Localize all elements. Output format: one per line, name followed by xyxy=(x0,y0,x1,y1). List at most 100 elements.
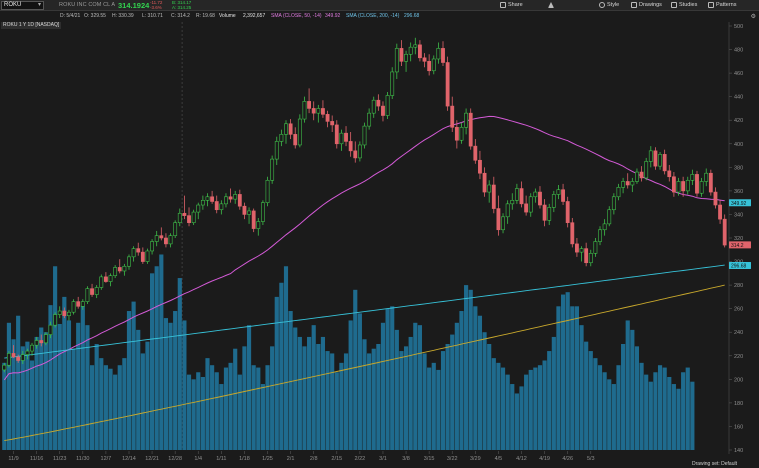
candle-body xyxy=(127,256,131,267)
volume-bar xyxy=(625,320,630,450)
volume-bar xyxy=(186,374,192,450)
chevron-down-icon: ▾ xyxy=(37,2,41,8)
patterns-label: Patterns xyxy=(716,2,737,8)
volume-bar xyxy=(496,362,501,450)
candle-body xyxy=(630,181,635,186)
share-button[interactable]: Share xyxy=(500,2,523,8)
volume-bar xyxy=(644,374,649,450)
drawings-button[interactable]: Drawings xyxy=(631,2,662,8)
symbol-selector[interactable]: ROKU ▾ xyxy=(1,1,44,10)
candle-body xyxy=(247,210,251,215)
volume-bar xyxy=(325,351,330,450)
candle-body xyxy=(708,172,713,193)
volume-bar xyxy=(196,372,201,450)
volume-bar xyxy=(657,365,663,450)
candle-body xyxy=(80,301,85,307)
chart-settings-icon[interactable]: ⚙ xyxy=(750,14,756,20)
bar-open: O: 329.55 xyxy=(84,13,106,19)
flask-button[interactable] xyxy=(548,2,554,8)
candle-body xyxy=(94,287,99,295)
candle-body xyxy=(722,218,727,246)
volume-bar xyxy=(131,301,136,450)
candle-body xyxy=(168,235,173,245)
candle-body xyxy=(224,196,228,205)
drawing-set-label[interactable]: Drawing set: Default xyxy=(691,461,737,467)
volume-bar xyxy=(408,336,413,450)
volume-bar xyxy=(371,348,376,450)
candle-body xyxy=(362,125,367,146)
candle-body xyxy=(270,158,275,181)
candle-body xyxy=(454,126,459,141)
candle-body xyxy=(491,184,496,209)
volume-bar xyxy=(136,329,141,450)
candle-body xyxy=(242,205,247,215)
candle-body xyxy=(487,184,492,193)
x-tick-label: 1/25 xyxy=(262,456,273,462)
candle-body xyxy=(376,99,381,107)
volume-bar xyxy=(403,346,409,450)
candle-body xyxy=(445,62,450,107)
volume-bar xyxy=(422,353,427,450)
volume-bar xyxy=(413,322,418,450)
style-label: Style xyxy=(607,2,620,8)
volume-bar xyxy=(607,379,612,450)
volume-bar xyxy=(574,306,579,450)
volume-bar xyxy=(62,296,67,450)
volume-bar xyxy=(260,384,265,450)
volume-bar xyxy=(667,376,672,450)
x-tick-label: 12/21 xyxy=(145,456,159,462)
y-tick-label: 400 xyxy=(734,142,743,148)
candle-body xyxy=(662,154,667,172)
price-change: -11.72 -3.6% xyxy=(150,0,162,10)
volume-bar xyxy=(251,365,256,450)
volume-bar xyxy=(34,336,39,450)
candle-body xyxy=(177,212,182,223)
candle-body xyxy=(413,44,418,48)
patterns-button[interactable]: Patterns xyxy=(708,2,736,8)
volume-bar xyxy=(80,306,85,450)
y-tick-label: 140 xyxy=(734,448,743,454)
volume-bar xyxy=(256,367,261,450)
candle-body xyxy=(99,276,104,288)
volume-bar xyxy=(454,322,459,450)
candle-body xyxy=(237,194,242,207)
toolbar: ROKU ▾ ROKU INC COM CL A 314.1924 -11.72… xyxy=(0,0,759,11)
candle-body xyxy=(122,265,127,272)
volume-bar xyxy=(122,358,127,450)
candle-body xyxy=(140,251,145,262)
candle-body xyxy=(11,353,16,358)
price-chart[interactable]: 1401601802002202402602803003203403603804… xyxy=(0,22,759,468)
studies-button[interactable]: Studies xyxy=(671,2,697,8)
candle-body xyxy=(353,150,358,159)
candle-body xyxy=(164,237,168,245)
candle-body xyxy=(279,134,284,142)
candle-body xyxy=(57,310,62,315)
volume-bar xyxy=(246,325,252,450)
volume-bar xyxy=(630,329,635,450)
candle-body xyxy=(219,203,224,211)
candle-body xyxy=(464,112,469,128)
candle-body xyxy=(505,203,510,218)
style-button[interactable]: Style xyxy=(599,2,619,8)
volume-bar xyxy=(570,306,575,450)
candle-body xyxy=(565,201,570,223)
x-tick-label: 3/8 xyxy=(402,456,410,462)
volume-bar xyxy=(399,351,404,450)
candle-body xyxy=(348,141,353,152)
candle-body xyxy=(339,132,344,145)
candle-body xyxy=(441,48,445,63)
candle-body xyxy=(422,57,427,62)
candle-body xyxy=(538,191,542,206)
volume-bar xyxy=(431,362,436,450)
candle-body xyxy=(690,174,695,181)
candle-body xyxy=(233,194,238,200)
candle-body xyxy=(704,172,709,182)
candle-body xyxy=(635,171,639,182)
volume-bar xyxy=(491,358,496,450)
y-tick-label: 380 xyxy=(734,165,743,171)
candle-body xyxy=(16,356,21,361)
volume-bar xyxy=(11,339,16,450)
volume-bar xyxy=(94,344,99,450)
volume-bar xyxy=(302,346,307,450)
x-tick-label: 1/4 xyxy=(194,456,202,462)
